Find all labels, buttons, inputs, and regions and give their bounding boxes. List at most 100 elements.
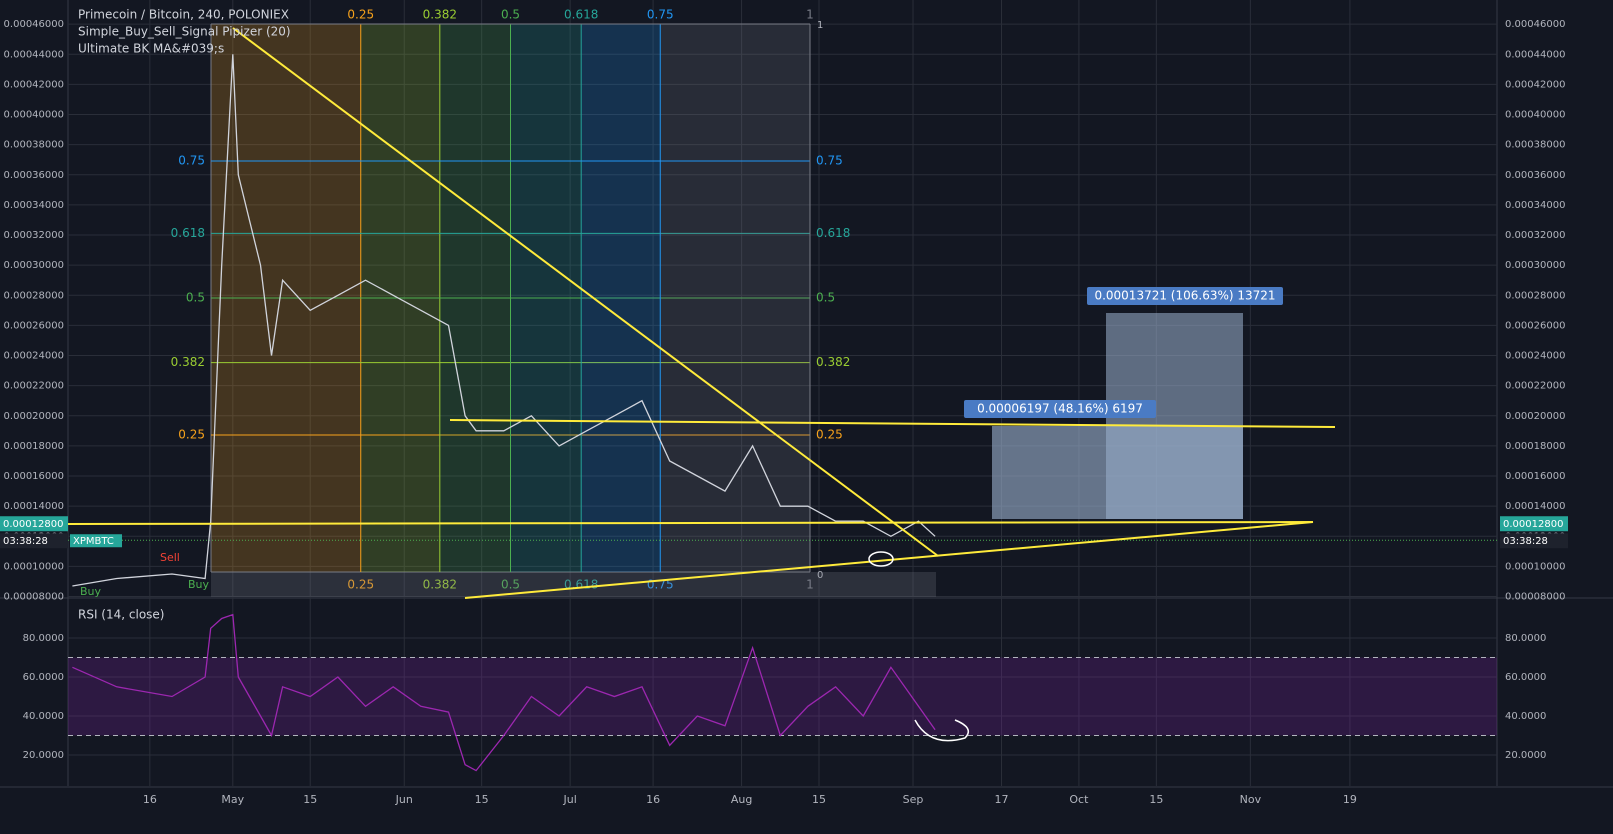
fib-label: 0.618 bbox=[171, 226, 205, 240]
y-tick-label: 60.0000 bbox=[1505, 672, 1546, 683]
rsi-band bbox=[68, 657, 1497, 736]
fib-label: 0.75 bbox=[647, 8, 674, 22]
y-tick-label: 0.00046000 bbox=[4, 19, 64, 30]
y-tick-label: 0.00034000 bbox=[4, 200, 64, 211]
y-tick-label: 0.00026000 bbox=[4, 320, 64, 331]
y-tick-label: 0.00022000 bbox=[4, 381, 64, 392]
timer-tag bbox=[1500, 533, 1568, 549]
y-tick-label: 0.00024000 bbox=[4, 351, 64, 362]
fib-label: 0.5 bbox=[186, 291, 205, 305]
fib-label: 0 bbox=[817, 570, 823, 581]
symbol-tag bbox=[70, 534, 122, 548]
fib-label: 0.382 bbox=[816, 355, 850, 369]
y-tick-label: 40.0000 bbox=[23, 711, 64, 722]
x-tick-label: 16 bbox=[646, 793, 660, 806]
measure-label: 0.00006197 (48.16%) 6197 bbox=[977, 402, 1143, 416]
x-tick-label: 15 bbox=[812, 793, 826, 806]
plot-layer: 16 May 15 Jun 15 Jul 16 Aug 15 Sep 17 Oct 15 Nov 19 0.0… bbox=[0, 0, 1613, 806]
fib-label: 0.25 bbox=[347, 578, 374, 592]
y-tick-label: 0.00016000 bbox=[1505, 471, 1565, 482]
fib-label: 0.25 bbox=[178, 428, 205, 442]
y-tick-label: 0.00042000 bbox=[4, 79, 64, 90]
circle-mark bbox=[868, 551, 894, 567]
trend-line bbox=[449, 419, 1336, 428]
timer-label: 03:38:28 bbox=[3, 536, 48, 547]
y-tick-label: 80.0000 bbox=[1505, 633, 1546, 644]
price-tag bbox=[0, 516, 68, 532]
y-tick-label: 0.00036000 bbox=[1505, 170, 1565, 181]
measure-label: 0.00013721 (106.63%) 13721 bbox=[1094, 289, 1275, 303]
trend-line bbox=[67, 521, 1314, 525]
x-tick-label: 15 bbox=[303, 793, 317, 806]
fib-label: 0.75 bbox=[816, 154, 843, 168]
y-tick-label: 0.00040000 bbox=[1505, 110, 1565, 121]
x-tick-label: Nov bbox=[1240, 793, 1262, 806]
fib-label: 0.25 bbox=[347, 8, 374, 22]
measure-label-bg bbox=[1087, 287, 1283, 305]
y-tick-label: 0.00030000 bbox=[4, 260, 64, 271]
signal-label: Buy bbox=[188, 578, 210, 591]
y-tick-label: 0.00016000 bbox=[4, 471, 64, 482]
x-tick-label: Oct bbox=[1069, 793, 1089, 806]
indicator-label: Ultimate BK MA&#039;s bbox=[78, 42, 224, 56]
series-line bbox=[72, 613, 936, 772]
x-tick-label: Aug bbox=[731, 793, 752, 806]
x-tick-label: 16 bbox=[143, 793, 157, 806]
x-tick-label: 19 bbox=[1343, 793, 1357, 806]
price-tag-label: 0.00012800 bbox=[3, 519, 63, 530]
y-tick-label: 0.00044000 bbox=[1505, 49, 1565, 60]
price-tag-label: 0.00012800 bbox=[1503, 519, 1563, 530]
fib-label: 0.5 bbox=[501, 8, 520, 22]
y-tick-label: 0.00020000 bbox=[1505, 411, 1565, 422]
y-tick-label: 0.00032000 bbox=[4, 230, 64, 241]
y-tick-label: 0.00042000 bbox=[1505, 79, 1565, 90]
y-tick-label: 80.0000 bbox=[23, 633, 64, 644]
measure-label-bg bbox=[964, 400, 1156, 418]
x-tick-label: 15 bbox=[475, 793, 489, 806]
fib-label: 0.25 bbox=[816, 428, 843, 442]
circle-mark bbox=[914, 719, 970, 742]
timer-label: 03:38:28 bbox=[1503, 536, 1548, 547]
y-tick-label: 0.00010000 bbox=[4, 561, 64, 572]
y-tick-label: 40.0000 bbox=[1505, 711, 1546, 722]
y-tick-label: 0.00040000 bbox=[4, 110, 64, 121]
trend-line bbox=[232, 27, 939, 557]
trend-line bbox=[464, 521, 1314, 599]
y-tick-label: 60.0000 bbox=[23, 672, 64, 683]
y-tick-label: 0.00022000 bbox=[1505, 381, 1565, 392]
indicator-label: Simple_Buy_Sell_Signal Pipizer (20) bbox=[78, 25, 291, 39]
x-tick-label: Jun bbox=[395, 793, 413, 806]
y-tick-label: 0.00008000 bbox=[4, 592, 64, 603]
signal-label: Sell bbox=[160, 551, 180, 564]
y-tick-label: 0.00024000 bbox=[1505, 351, 1565, 362]
timer-tag bbox=[0, 533, 68, 549]
fib-label: 0.382 bbox=[423, 578, 457, 592]
x-tick-label: Jul bbox=[563, 793, 577, 806]
chart-title: Primecoin / Bitcoin, 240, POLONIEX bbox=[78, 8, 289, 22]
y-tick-label: 0.00028000 bbox=[1505, 290, 1565, 301]
y-tick-label: 0.00032000 bbox=[1505, 230, 1565, 241]
y-tick-label: 0.00028000 bbox=[4, 290, 64, 301]
fib-label: 0.618 bbox=[564, 8, 598, 22]
y-tick-label: 0.00018000 bbox=[4, 441, 64, 452]
fib-band bbox=[660, 24, 810, 572]
y-tick-label: 0.00014000 bbox=[4, 501, 64, 512]
shade bbox=[211, 572, 936, 597]
y-tick-label: 0.00046000 bbox=[1505, 19, 1565, 30]
y-tick-label: 0.00026000 bbox=[1505, 320, 1565, 331]
y-tick-label: 20.0000 bbox=[23, 750, 64, 761]
y-tick-label: 0.00044000 bbox=[4, 49, 64, 60]
y-tick-label: 0.00038000 bbox=[1505, 140, 1565, 151]
fib-label: 0.5 bbox=[501, 578, 520, 592]
x-tick-label: May bbox=[221, 793, 244, 806]
fib-label: 1 bbox=[817, 20, 823, 31]
y-tick-label: 0.00014000 bbox=[1505, 501, 1565, 512]
y-tick-label: 0.00020000 bbox=[4, 411, 64, 422]
y-tick-label: 0.00008000 bbox=[1505, 592, 1565, 603]
y-tick-label: 0.00018000 bbox=[1505, 441, 1565, 452]
y-tick-label: 0.00036000 bbox=[4, 170, 64, 181]
signal-label: Buy bbox=[80, 585, 102, 598]
trend-lines bbox=[67, 27, 1336, 742]
fib-label: 1 bbox=[806, 8, 814, 22]
